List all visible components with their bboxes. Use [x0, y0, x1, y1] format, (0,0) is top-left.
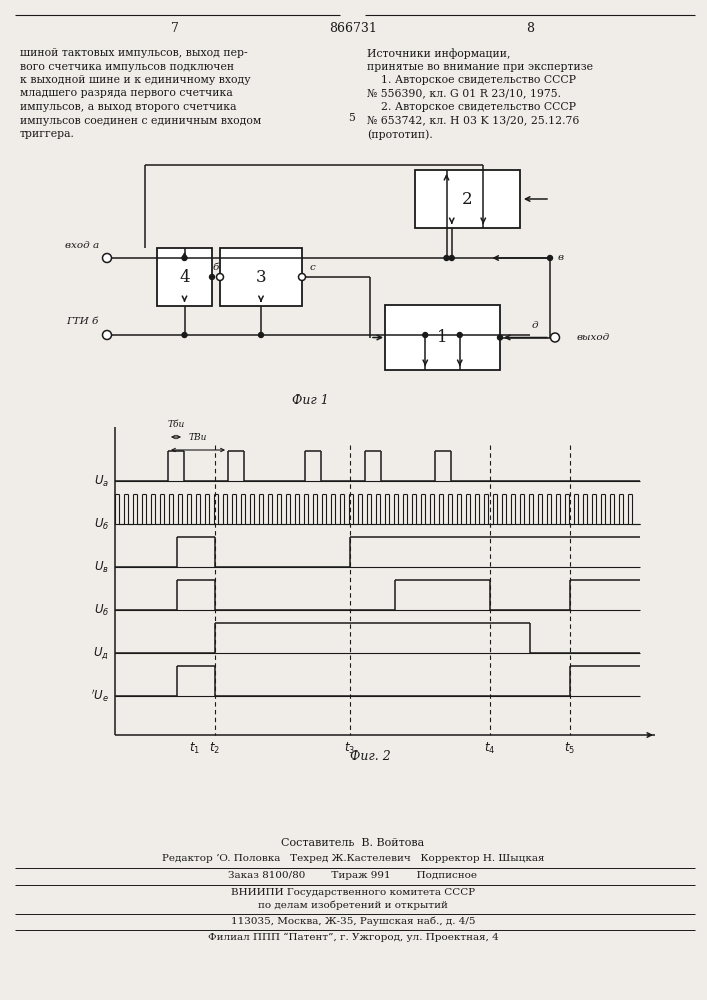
- Text: 3: 3: [256, 268, 267, 286]
- Text: $t_1$: $t_1$: [189, 741, 201, 756]
- Text: $U_в$: $U_в$: [94, 559, 109, 575]
- Text: Фиг 1: Фиг 1: [291, 393, 328, 406]
- Circle shape: [209, 274, 214, 279]
- Text: ВНИИПИ Государственного комитета СССР: ВНИИПИ Государственного комитета СССР: [231, 888, 475, 897]
- Bar: [415, 170, 520, 228]
- Text: Фиг. 2: Фиг. 2: [350, 750, 390, 764]
- Text: вход а: вход а: [65, 240, 99, 249]
- Bar: [157, 248, 212, 306]
- Text: $'U_е$: $'U_е$: [91, 688, 109, 704]
- Text: по делам изобретений и открытий: по делам изобретений и открытий: [258, 901, 448, 910]
- Circle shape: [457, 332, 462, 338]
- Text: 8: 8: [526, 21, 534, 34]
- Circle shape: [498, 335, 503, 340]
- Text: 1. Авторское свидетельство СССР: 1. Авторское свидетельство СССР: [367, 75, 576, 85]
- Text: Редактор ʼO. Половка   Техред Ж.Кастелевич   Корректор Н. Шыцкая: Редактор ʼO. Половка Техред Ж.Кастелевич…: [162, 854, 544, 863]
- Text: $t_5$: $t_5$: [564, 741, 575, 756]
- Text: импульсов, а выход второго счетчика: импульсов, а выход второго счетчика: [20, 102, 237, 112]
- Circle shape: [182, 332, 187, 338]
- Text: выход: выход: [577, 333, 610, 342]
- Text: $U_б$: $U_б$: [93, 602, 109, 618]
- Text: $t_2$: $t_2$: [209, 741, 221, 756]
- Text: 4: 4: [179, 268, 189, 286]
- Text: $t_4$: $t_4$: [484, 741, 496, 756]
- Text: ГТИ б: ГТИ б: [66, 318, 99, 326]
- Text: 2: 2: [462, 190, 473, 208]
- Circle shape: [449, 255, 455, 260]
- Text: № 653742, кл. H 03 K 13/20, 25.12.76: № 653742, кл. H 03 K 13/20, 25.12.76: [367, 115, 579, 125]
- Text: Филиал ППП “Патент”, г. Ужгород, ул. Проектная, 4: Филиал ППП “Патент”, г. Ужгород, ул. Про…: [208, 933, 498, 942]
- Text: к выходной шине и к единичному входу: к выходной шине и к единичному входу: [20, 75, 250, 85]
- Text: Tби: Tби: [168, 420, 185, 429]
- Text: 5: 5: [349, 113, 356, 123]
- Circle shape: [547, 255, 552, 260]
- Text: $U_б$: $U_б$: [93, 516, 109, 532]
- Circle shape: [423, 332, 428, 338]
- Text: $t_3$: $t_3$: [344, 741, 356, 756]
- Text: № 556390, кл. G 01 R 23/10, 1975.: № 556390, кл. G 01 R 23/10, 1975.: [367, 89, 561, 99]
- Text: $U_д$: $U_д$: [93, 645, 109, 661]
- Text: импульсов соединен с единичным входом: импульсов соединен с единичным входом: [20, 115, 262, 125]
- Text: Заказ 8100/80        Тираж 991        Подписное: Заказ 8100/80 Тираж 991 Подписное: [228, 871, 477, 880]
- Circle shape: [551, 333, 559, 342]
- Text: TВи: TВи: [189, 433, 207, 442]
- Text: вого счетчика импульсов подключен: вого счетчика импульсов подключен: [20, 62, 234, 72]
- Circle shape: [259, 332, 264, 338]
- Circle shape: [103, 330, 112, 340]
- Circle shape: [444, 255, 449, 260]
- Text: (прототип).: (прототип).: [367, 129, 433, 140]
- Text: 113035, Москва, Ж-35, Раушская наб., д. 4/5: 113035, Москва, Ж-35, Раушская наб., д. …: [230, 917, 475, 926]
- Bar: [385, 305, 500, 370]
- Text: триггера.: триггера.: [20, 129, 75, 139]
- Circle shape: [298, 273, 305, 280]
- Bar: [220, 248, 302, 306]
- Text: $U_а$: $U_а$: [94, 473, 109, 489]
- Text: принятые во внимание при экспертизе: принятые во внимание при экспертизе: [367, 62, 593, 72]
- Text: 7: 7: [171, 21, 179, 34]
- Circle shape: [182, 255, 187, 260]
- Text: Составитель  В. Войтова: Составитель В. Войтова: [281, 838, 425, 848]
- Text: шиной тактовых импульсов, выход пер-: шиной тактовых импульсов, выход пер-: [20, 48, 247, 58]
- Text: 2. Авторское свидетельство СССР: 2. Авторское свидетельство СССР: [367, 102, 576, 112]
- Text: Источники информации,: Источники информации,: [367, 48, 510, 59]
- Text: младшего разряда первого счетчика: младшего разряда первого счетчика: [20, 89, 233, 99]
- Circle shape: [216, 273, 223, 280]
- Text: 1: 1: [437, 329, 448, 346]
- Text: б: б: [213, 262, 219, 271]
- Circle shape: [103, 253, 112, 262]
- Text: 866731: 866731: [329, 21, 377, 34]
- Text: д: д: [532, 321, 538, 330]
- Text: c: c: [310, 263, 316, 272]
- Text: в: в: [558, 253, 564, 262]
